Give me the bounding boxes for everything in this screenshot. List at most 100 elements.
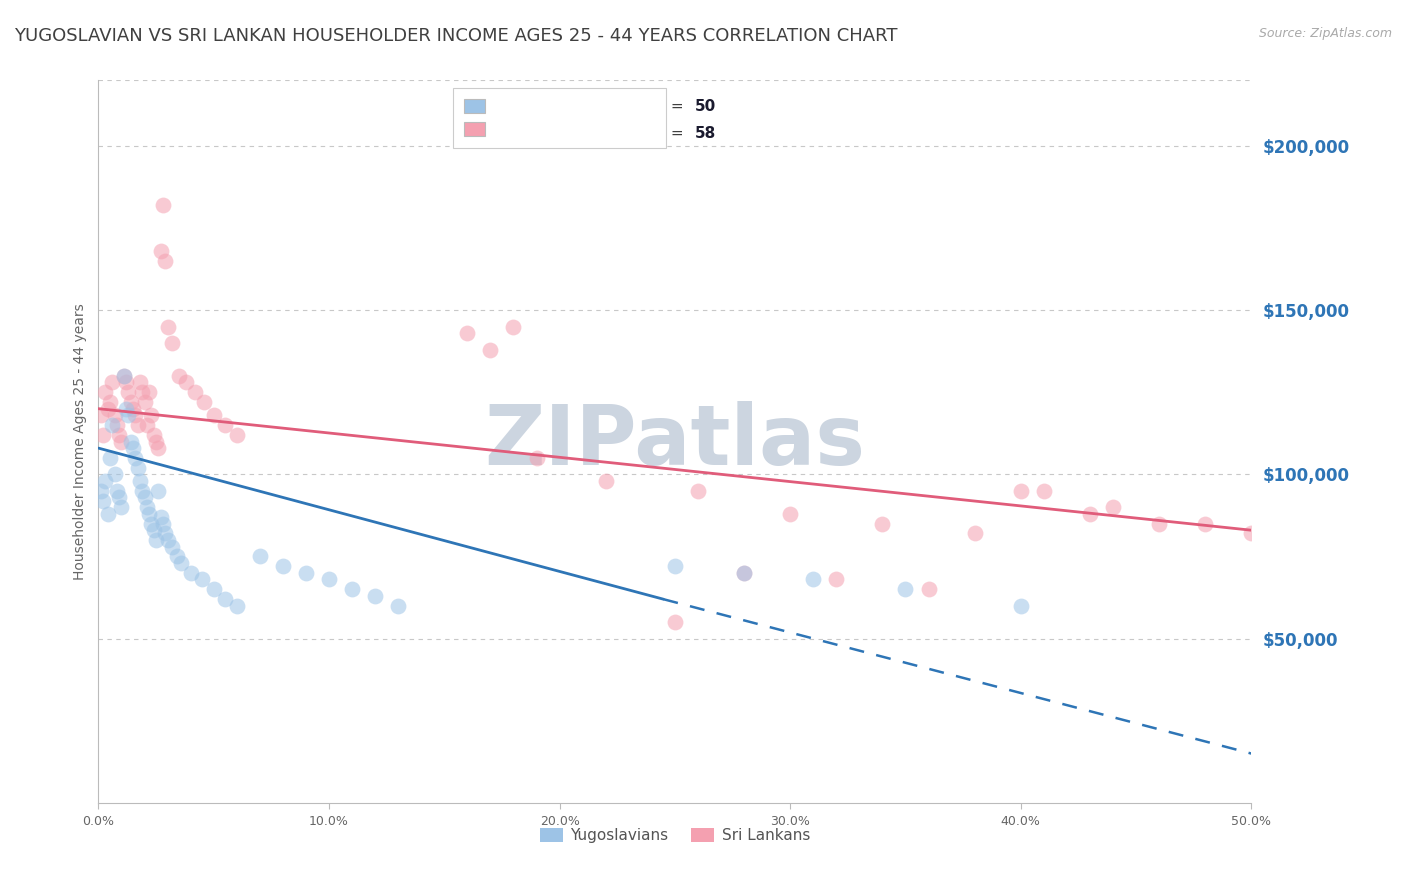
Point xyxy=(94,385,117,400)
Point xyxy=(131,483,153,498)
Point xyxy=(98,395,121,409)
Text: R =: R = xyxy=(533,127,567,141)
Point xyxy=(318,573,340,587)
Point xyxy=(502,319,524,334)
Point xyxy=(108,491,131,505)
Point xyxy=(105,483,128,498)
Point xyxy=(112,368,135,383)
Point xyxy=(1102,500,1125,515)
Text: -0.305: -0.305 xyxy=(578,127,631,141)
Point xyxy=(129,376,152,390)
Point xyxy=(142,523,165,537)
Point xyxy=(115,376,138,390)
Point xyxy=(149,510,172,524)
Point xyxy=(101,376,124,390)
Point xyxy=(138,385,160,400)
Point xyxy=(191,573,214,587)
Point xyxy=(110,434,132,449)
Point xyxy=(91,493,114,508)
Point xyxy=(120,395,142,409)
Point xyxy=(1032,483,1054,498)
Point xyxy=(135,500,157,515)
Point xyxy=(160,540,183,554)
Point xyxy=(733,566,755,580)
Point xyxy=(1010,599,1032,613)
Point xyxy=(364,589,387,603)
Text: 58: 58 xyxy=(695,127,716,141)
Point xyxy=(271,559,294,574)
Point xyxy=(103,409,125,423)
Point xyxy=(108,428,131,442)
Point xyxy=(155,526,177,541)
Point xyxy=(155,253,177,268)
Point xyxy=(97,507,120,521)
Point xyxy=(135,418,157,433)
Point xyxy=(115,401,138,416)
Point xyxy=(456,326,478,341)
Point xyxy=(526,450,548,465)
Text: 50: 50 xyxy=(695,98,716,113)
Text: -0.526: -0.526 xyxy=(578,98,633,113)
Point xyxy=(117,409,139,423)
Point xyxy=(801,573,824,587)
Point xyxy=(91,428,114,442)
Legend: Yugoslavians, Sri Lankans: Yugoslavians, Sri Lankans xyxy=(533,822,817,849)
Point xyxy=(122,441,145,455)
Point xyxy=(664,559,686,574)
Point xyxy=(134,491,156,505)
Point xyxy=(103,467,125,482)
Point xyxy=(117,385,139,400)
Point xyxy=(295,566,318,580)
Point xyxy=(122,401,145,416)
Point xyxy=(166,549,188,564)
Point xyxy=(152,198,174,212)
Point xyxy=(479,343,502,357)
Point xyxy=(141,516,163,531)
Point xyxy=(129,474,152,488)
Point xyxy=(1240,526,1263,541)
Point xyxy=(917,582,939,597)
Point xyxy=(152,516,174,531)
Point xyxy=(94,474,117,488)
Point xyxy=(112,368,135,383)
Point xyxy=(1194,516,1216,531)
Point xyxy=(779,507,801,521)
Text: R =: R = xyxy=(533,98,567,113)
Point xyxy=(90,409,112,423)
Point xyxy=(110,500,132,515)
Point xyxy=(214,418,236,433)
Point xyxy=(1010,483,1032,498)
Point xyxy=(156,533,179,547)
Point xyxy=(167,368,190,383)
Point xyxy=(595,474,617,488)
Point xyxy=(894,582,917,597)
Text: Source: ZipAtlas.com: Source: ZipAtlas.com xyxy=(1258,27,1392,40)
Point xyxy=(225,428,247,442)
Point xyxy=(733,566,755,580)
Point xyxy=(90,483,112,498)
Point xyxy=(127,460,149,475)
Point xyxy=(1078,507,1101,521)
Point xyxy=(156,319,179,334)
Point xyxy=(180,566,202,580)
Point xyxy=(124,450,146,465)
Point xyxy=(825,573,848,587)
Point xyxy=(664,615,686,630)
Point xyxy=(145,434,167,449)
Point xyxy=(174,376,197,390)
Point xyxy=(101,418,124,433)
Point xyxy=(120,434,142,449)
Point xyxy=(202,409,225,423)
Point xyxy=(145,533,167,547)
Point xyxy=(340,582,363,597)
Point xyxy=(148,483,170,498)
Point xyxy=(134,395,156,409)
Text: ZIPatlas: ZIPatlas xyxy=(485,401,865,482)
Point xyxy=(141,409,163,423)
Point xyxy=(160,336,183,351)
Point xyxy=(170,556,193,570)
Text: YUGOSLAVIAN VS SRI LANKAN HOUSEHOLDER INCOME AGES 25 - 44 YEARS CORRELATION CHAR: YUGOSLAVIAN VS SRI LANKAN HOUSEHOLDER IN… xyxy=(14,27,897,45)
Point xyxy=(124,409,146,423)
Point xyxy=(149,244,172,258)
Point xyxy=(225,599,247,613)
